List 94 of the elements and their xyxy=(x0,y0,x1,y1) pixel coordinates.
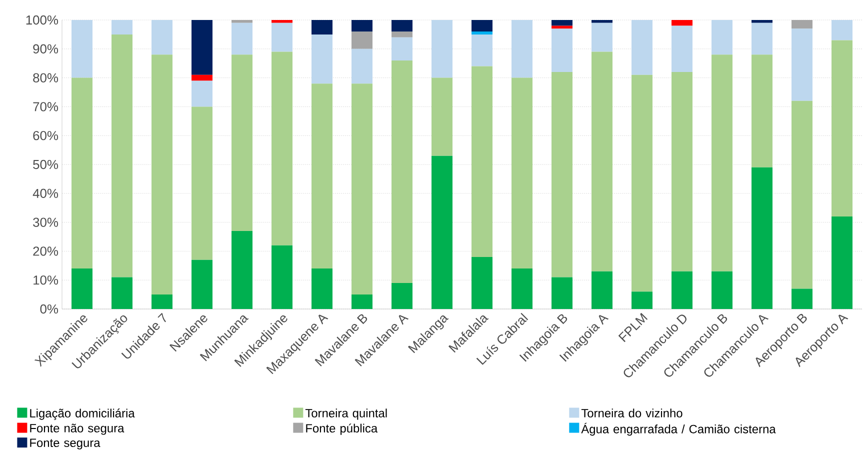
bar xyxy=(272,20,293,23)
bar xyxy=(672,271,693,309)
y-tick-label: 10% xyxy=(34,276,58,285)
bar xyxy=(232,230,253,309)
y-tick-label: 30% xyxy=(33,218,58,227)
bar xyxy=(272,245,293,309)
bar xyxy=(832,216,853,309)
bar xyxy=(592,52,613,272)
bar xyxy=(192,260,212,309)
bar xyxy=(552,28,573,72)
bar xyxy=(712,54,733,272)
bar xyxy=(272,52,293,246)
bar xyxy=(72,78,92,269)
bar xyxy=(592,271,613,309)
bar xyxy=(672,72,693,272)
bar xyxy=(232,20,253,23)
bar xyxy=(552,277,573,309)
bar xyxy=(192,106,212,260)
bar xyxy=(672,20,693,26)
bar xyxy=(352,294,373,309)
bar xyxy=(712,20,733,55)
bar xyxy=(632,292,653,309)
y-tick-label: 100% xyxy=(26,15,58,25)
legend-label: Ligação domiciliária xyxy=(30,408,135,420)
legend-label: Torneira quintal xyxy=(305,408,387,420)
bar xyxy=(552,20,573,26)
y-tick-label: 70% xyxy=(33,102,58,112)
bar xyxy=(392,20,413,32)
bar xyxy=(112,277,132,309)
bar xyxy=(192,80,212,107)
bar xyxy=(472,32,493,34)
y-tick-label: 80% xyxy=(33,73,58,82)
legend-label: Água engarrafada / Camião cisterna xyxy=(581,422,776,436)
bar xyxy=(512,20,533,78)
bar xyxy=(112,20,132,34)
bar xyxy=(472,66,493,257)
bar xyxy=(752,20,773,23)
y-tick-label: 0% xyxy=(40,304,58,314)
bar xyxy=(152,20,172,55)
bar xyxy=(232,54,253,231)
bar xyxy=(192,74,212,81)
bar xyxy=(152,54,172,295)
bar xyxy=(632,74,653,292)
y-tick-label: 60% xyxy=(33,131,58,140)
bar xyxy=(752,54,773,168)
bar xyxy=(352,20,373,32)
bar xyxy=(472,34,493,66)
bar xyxy=(592,20,613,23)
bar xyxy=(112,34,132,278)
bar xyxy=(632,20,653,75)
bar xyxy=(392,37,413,60)
bar xyxy=(752,22,773,55)
bar xyxy=(192,20,212,75)
y-tick-label: 40% xyxy=(32,188,58,198)
bar xyxy=(392,282,413,309)
legend-label: Torneira do vizinho xyxy=(581,408,682,418)
bar xyxy=(312,268,333,309)
bar xyxy=(832,40,853,217)
bar xyxy=(72,20,92,78)
legend-label: Fonte não segura xyxy=(30,424,124,435)
bar xyxy=(312,34,333,84)
bar xyxy=(592,22,613,52)
bar xyxy=(432,20,453,78)
y-tick-label: 50% xyxy=(33,160,58,170)
bar xyxy=(512,268,533,309)
bar xyxy=(792,20,813,29)
bar xyxy=(352,48,373,84)
bar xyxy=(792,288,813,309)
bar xyxy=(672,26,693,72)
bar xyxy=(352,32,373,49)
bar xyxy=(392,60,413,283)
bar xyxy=(752,167,773,309)
y-tick-label: 90% xyxy=(33,44,58,54)
bar xyxy=(432,156,453,309)
bar xyxy=(472,256,493,309)
bar xyxy=(72,268,92,309)
bar xyxy=(792,28,813,101)
bar xyxy=(312,20,333,34)
legend-label: Fonte pública xyxy=(306,424,378,435)
bar xyxy=(552,72,573,278)
y-tick-label: 20% xyxy=(33,246,58,256)
bar xyxy=(272,22,293,52)
legend-label: Fonte segura xyxy=(30,438,100,450)
bar xyxy=(472,20,493,32)
bar xyxy=(432,78,453,156)
bar xyxy=(792,100,813,289)
bar xyxy=(512,78,533,269)
bar xyxy=(152,294,172,309)
bar xyxy=(352,84,373,295)
bar xyxy=(232,22,253,55)
bar xyxy=(832,20,853,40)
bar xyxy=(312,84,333,269)
bar xyxy=(392,32,413,38)
bar xyxy=(712,271,733,309)
